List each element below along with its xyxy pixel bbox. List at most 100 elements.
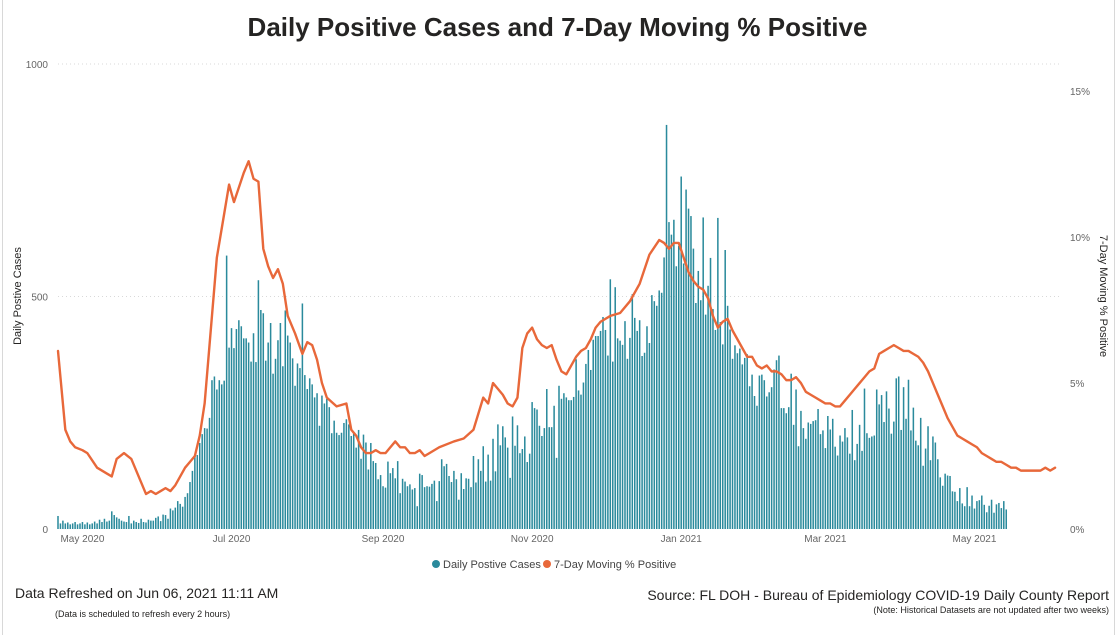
bar[interactable] — [487, 454, 489, 529]
bar[interactable] — [614, 287, 616, 529]
bar[interactable] — [704, 314, 707, 529]
bar[interactable] — [636, 330, 638, 529]
bar[interactable] — [470, 487, 472, 529]
bar[interactable] — [751, 374, 753, 529]
bar[interactable] — [582, 382, 585, 529]
bar[interactable] — [159, 521, 162, 529]
bar[interactable] — [717, 217, 719, 529]
bar[interactable] — [934, 442, 937, 529]
bar[interactable] — [123, 521, 125, 529]
bar[interactable] — [856, 443, 858, 529]
bar[interactable] — [431, 483, 433, 529]
bar[interactable] — [62, 520, 64, 529]
bar[interactable] — [186, 493, 189, 529]
bar[interactable] — [885, 391, 888, 529]
bar[interactable] — [118, 518, 120, 529]
bar[interactable] — [174, 507, 177, 529]
bar[interactable] — [516, 425, 519, 529]
bar[interactable] — [998, 502, 1000, 529]
bar[interactable] — [761, 374, 763, 529]
bar[interactable] — [954, 491, 956, 529]
bar[interactable] — [893, 421, 895, 529]
bar[interactable] — [805, 438, 807, 529]
bar[interactable] — [956, 501, 959, 529]
bar[interactable] — [519, 453, 521, 529]
bar[interactable] — [71, 523, 74, 529]
bar[interactable] — [580, 394, 582, 529]
bar[interactable] — [988, 505, 990, 529]
bar[interactable] — [301, 303, 304, 529]
bar[interactable] — [238, 320, 240, 529]
bar[interactable] — [616, 338, 619, 529]
bar[interactable] — [765, 396, 768, 529]
bar[interactable] — [179, 503, 181, 529]
bar[interactable] — [900, 429, 902, 529]
legend-label-1[interactable]: 7-Day Moving % Positive — [554, 559, 676, 571]
bar[interactable] — [978, 500, 981, 529]
bar[interactable] — [475, 482, 477, 530]
bar[interactable] — [345, 419, 348, 529]
bar[interactable] — [233, 348, 235, 529]
bar[interactable] — [69, 524, 71, 529]
bar[interactable] — [152, 520, 155, 529]
bar[interactable] — [115, 517, 118, 530]
bar[interactable] — [201, 434, 203, 529]
bar[interactable] — [651, 295, 653, 529]
bar[interactable] — [1000, 508, 1003, 529]
bar[interactable] — [834, 446, 836, 529]
bar[interactable] — [169, 508, 172, 529]
bar[interactable] — [612, 361, 614, 529]
bar[interactable] — [746, 354, 748, 529]
bar[interactable] — [162, 514, 164, 529]
bar[interactable] — [370, 442, 372, 529]
bar[interactable] — [360, 458, 362, 529]
bar[interactable] — [538, 425, 541, 529]
bar[interactable] — [172, 510, 174, 529]
bar[interactable] — [660, 292, 663, 529]
bar[interactable] — [555, 457, 558, 529]
bar[interactable] — [113, 515, 115, 529]
bar[interactable] — [807, 422, 810, 529]
bar[interactable] — [912, 407, 915, 529]
bar[interactable] — [147, 519, 150, 529]
bar[interactable] — [218, 380, 221, 529]
bar[interactable] — [692, 248, 695, 530]
bar[interactable] — [155, 517, 157, 529]
bar[interactable] — [108, 520, 111, 529]
bar[interactable] — [619, 340, 621, 529]
bar[interactable] — [443, 466, 445, 529]
bar[interactable] — [541, 436, 543, 529]
bar[interactable] — [565, 397, 568, 529]
bar[interactable] — [453, 470, 455, 530]
bar[interactable] — [905, 418, 907, 529]
bar[interactable] — [98, 519, 101, 529]
bar[interactable] — [719, 322, 722, 529]
bar[interactable] — [450, 482, 453, 529]
bar[interactable] — [963, 506, 966, 529]
bar[interactable] — [712, 309, 714, 529]
bar[interactable] — [142, 522, 145, 529]
bar[interactable] — [392, 468, 394, 529]
bar[interactable] — [685, 189, 687, 530]
bar[interactable] — [548, 427, 550, 529]
bar[interactable] — [546, 389, 548, 529]
bar[interactable] — [822, 430, 824, 529]
bar[interactable] — [985, 512, 988, 529]
bar[interactable] — [509, 477, 511, 529]
bar[interactable] — [167, 518, 169, 529]
bar[interactable] — [528, 453, 531, 529]
bar[interactable] — [656, 305, 658, 529]
bar[interactable] — [230, 328, 233, 529]
bar[interactable] — [575, 359, 577, 529]
bar[interactable] — [67, 522, 69, 529]
bar[interactable] — [743, 357, 746, 529]
bar[interactable] — [910, 430, 912, 529]
bar[interactable] — [211, 380, 213, 529]
bar[interactable] — [829, 429, 832, 529]
bar[interactable] — [673, 219, 675, 529]
bar[interactable] — [594, 336, 597, 529]
bar[interactable] — [976, 501, 978, 529]
bar[interactable] — [763, 380, 766, 529]
bar[interactable] — [839, 435, 841, 529]
bar[interactable] — [313, 397, 316, 529]
